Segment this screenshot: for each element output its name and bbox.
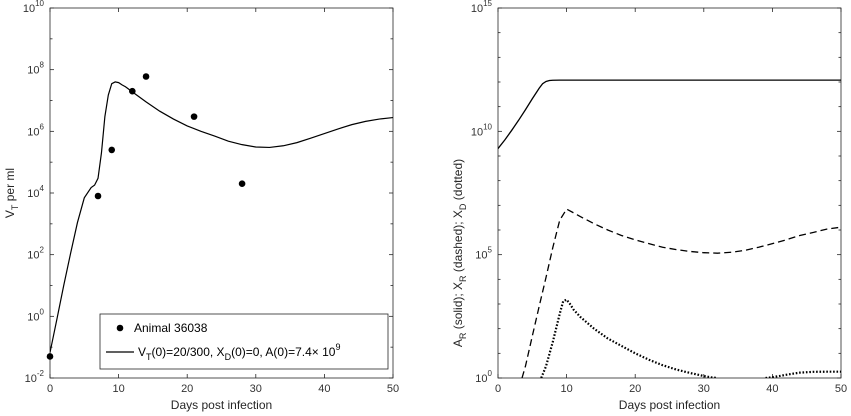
- right-x-tick-label: 40: [766, 383, 778, 395]
- right-x-tick-label: 0: [495, 383, 501, 395]
- data-point-marker: [190, 113, 198, 120]
- left-y-tick-label: 104: [27, 184, 44, 200]
- data-point-marker: [238, 180, 246, 188]
- left-y-tick-label: 1010: [23, 0, 45, 15]
- dotted-line-XD-tail: [765, 370, 841, 378]
- right-x-tick-label: 20: [629, 383, 641, 395]
- right-y-tick-label: 1015: [471, 0, 493, 15]
- right-chart-panel: 0 10 20 30 40 50 100 105 1010 1015 Days post infec…: [451, 0, 847, 412]
- left-x-tick-label: 0: [47, 383, 53, 395]
- left-legend: Animal 36038 VT(0)=20/300, XD(0)=0, A(0)=…: [99, 313, 389, 370]
- legend-entry-animal: Animal 36038: [134, 321, 208, 335]
- left-x-axis-label: Days post infection: [171, 398, 272, 412]
- data-point-marker: [94, 192, 102, 200]
- right-plot-frame: [497, 7, 842, 379]
- legend-marker-icon: [116, 324, 124, 332]
- data-point-marker: [142, 73, 150, 80]
- legend-entry-model: VT(0)=20/300, XD(0)=0, A(0)=7.4× 109: [138, 342, 341, 362]
- left-y-tick-label: 108: [27, 61, 44, 77]
- left-x-tick-label: 30: [250, 383, 262, 395]
- left-x-tick-label: 50: [387, 383, 399, 395]
- right-y-axis-label: AR (solid); XR (dashed); XD (dotted): [451, 159, 468, 347]
- left-y-axis-label: VT per ml: [3, 168, 20, 218]
- dotted-line-XD: [540, 298, 718, 378]
- right-x-tick-label: 50: [835, 383, 847, 395]
- data-point-marker: [46, 353, 54, 360]
- left-model-line: [50, 81, 393, 353]
- left-y-tick-label: 106: [27, 122, 44, 138]
- left-chart-panel: 0 10 20 30 40 50 10-2 100 102 104 106 108 1010 Days p…: [3, 0, 399, 412]
- left-y-tick-label: 10-2: [25, 369, 45, 385]
- left-x-tick-label: 40: [318, 383, 330, 395]
- data-point-marker: [108, 146, 116, 154]
- right-y-tick-label: 1010: [471, 122, 493, 138]
- right-y-tick-label: 105: [475, 246, 492, 262]
- left-y-tick-label: 100: [27, 307, 44, 323]
- data-point-marker: [129, 87, 136, 95]
- left-x-tick-label: 10: [112, 383, 124, 395]
- right-x-axis-label: Days post infection: [619, 398, 720, 412]
- left-x-tick-label: 20: [181, 383, 193, 395]
- solid-line-AR: [498, 79, 841, 149]
- dashed-line-XR: [521, 208, 841, 378]
- right-x-tick-label: 10: [560, 383, 572, 395]
- legend-box: [99, 313, 389, 370]
- left-y-tick-label: 102: [27, 246, 44, 262]
- right-y-tick-label: 100: [475, 369, 492, 385]
- right-x-tick-label: 30: [698, 383, 710, 395]
